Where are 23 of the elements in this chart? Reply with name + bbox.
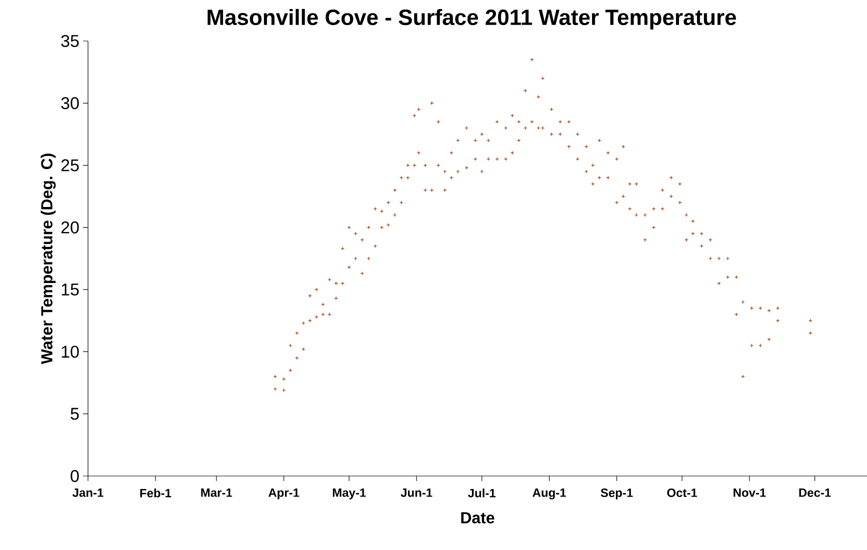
x-tick-label: May-1 [332,488,366,500]
x-tick-label: Jun-1 [400,488,432,497]
x-tick-label: Sep-1 [600,488,633,500]
x-tick-label: Nov-1 [734,488,766,497]
y-tick-label: 25 [61,159,79,172]
x-tick-label: Aug-1 [532,488,566,500]
x-tick-label: Dec-1 [799,488,831,497]
x-tick-label: Jan-1 [72,488,104,497]
x-tick-label: Oct-1 [667,488,698,498]
y-tick-label: 0 [70,470,79,482]
x-tick-label: Jul-1 [468,488,496,498]
y-tick-label: 15 [62,284,79,296]
x-tick-label: Apr-1 [268,488,300,500]
y-tick-label: 20 [61,221,79,234]
y-tick-label: 35 [61,34,79,48]
x-axis-title: Date [461,512,494,524]
x-tick-label: Feb-1 [140,488,172,498]
y-tick-label: 5 [70,408,79,420]
y-axis-title: Water Temperature (Deg. C) [40,154,56,364]
y-tick-label: 30 [61,97,79,110]
y-tick-label: 10 [62,346,79,358]
x-tick-label: Mar-1 [201,488,232,497]
chart-title: Masonville Cove - Surface 2011 Water Temperature [208,8,736,30]
